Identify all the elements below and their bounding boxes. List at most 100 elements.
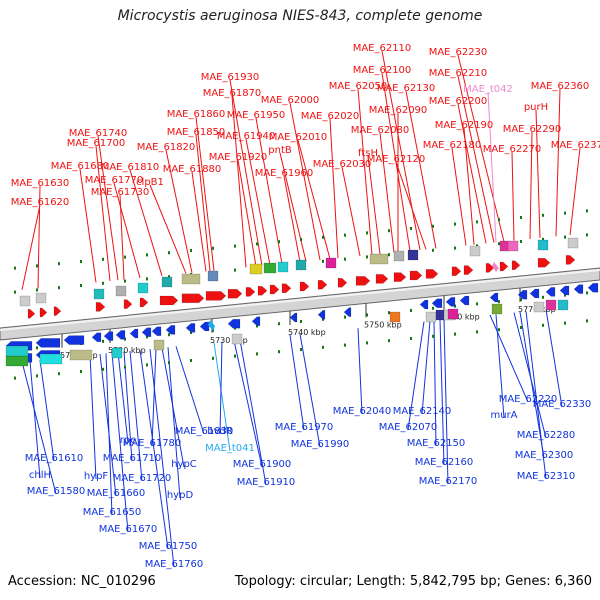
- gene-label-mae-61810[interactable]: MAE_61810: [101, 162, 160, 173]
- forward-gene-arrow: [39, 307, 48, 318]
- gene-label-mae-61910[interactable]: MAE_61910: [237, 477, 296, 488]
- forward-gene-arrow: [425, 269, 439, 279]
- guide-dot: [476, 330, 478, 334]
- guide-dot: [80, 370, 82, 373]
- gene-label-mae-62360[interactable]: MAE_62360: [531, 81, 590, 92]
- forward-gene-arrow: [499, 261, 509, 272]
- gene-label-mae-61750[interactable]: MAE_61750: [139, 541, 198, 552]
- gene-label-mae-62150[interactable]: MAE_62150: [407, 438, 466, 449]
- gene-label-purh[interactable]: purH: [524, 102, 548, 113]
- gene-label-mae-61580[interactable]: MAE_61580: [27, 486, 86, 497]
- gene-label-mae-61830[interactable]: MAE_61830: [175, 426, 234, 437]
- gene-label-mae-61630[interactable]: MAE_61630: [11, 178, 70, 189]
- gene-label-mae-62310[interactable]: MAE_62310: [517, 471, 576, 482]
- guide-dot: [190, 359, 192, 362]
- gene-label-mae-61930[interactable]: MAE_61930: [201, 72, 260, 83]
- gene-label-mae-62220[interactable]: MAE_62220: [499, 394, 558, 405]
- gene-label-mae-62330[interactable]: MAE_62330: [533, 399, 592, 410]
- gene-label-mae-61820[interactable]: MAE_61820: [137, 142, 196, 153]
- gene-label-mae-61990[interactable]: MAE_61990: [291, 439, 350, 450]
- gene-label-mae-61850[interactable]: MAE_61850: [167, 127, 226, 138]
- gene-label-mae-61870[interactable]: MAE_61870: [203, 88, 262, 99]
- gene-label-mae-61610[interactable]: MAE_61610: [25, 453, 84, 464]
- gene-label-mae-62280[interactable]: MAE_62280: [517, 430, 576, 441]
- gene-label-mura[interactable]: murA: [490, 410, 517, 421]
- gene-label-ftsh[interactable]: ftsH: [358, 148, 378, 159]
- gene-label-mae-61900[interactable]: MAE_61900: [233, 459, 292, 470]
- gene-label-mae-61950[interactable]: MAE_61950: [227, 110, 286, 121]
- gene-label-hypd[interactable]: hypD: [167, 490, 194, 501]
- gene-label-mae-61770[interactable]: MAE_61770: [85, 175, 144, 186]
- leader-line: [175, 346, 205, 435]
- gene-label-hypf[interactable]: hypF: [84, 471, 109, 482]
- gene-label-mae-62010[interactable]: MAE_62010: [269, 132, 328, 143]
- gene-label-mae-61760[interactable]: MAE_61760: [145, 559, 204, 570]
- guide-dot: [564, 211, 566, 215]
- gene-label-mae-62170[interactable]: MAE_62170: [419, 476, 478, 487]
- gene-label-mae-61700[interactable]: MAE_61700: [67, 138, 126, 149]
- gene-label-mae-62040[interactable]: MAE_62040: [333, 406, 392, 417]
- gene-label-mae-62370[interactable]: MAE_62370: [551, 140, 600, 151]
- gene-label-mae-62140[interactable]: MAE_62140: [393, 406, 452, 417]
- forward-gene-arrow: [451, 266, 462, 277]
- gene-label-mae-t041[interactable]: MAE_t041: [205, 443, 255, 454]
- function-box: [277, 261, 289, 273]
- leader-line: [529, 131, 533, 240]
- gene-label-mae-62120[interactable]: MAE_62120: [367, 154, 426, 165]
- gene-label-mae-61710[interactable]: MAE_61710: [103, 453, 162, 464]
- scale-tick-label: 5750 kbp: [364, 320, 402, 329]
- gene-label-mae-62290[interactable]: MAE_62290: [503, 124, 562, 135]
- gene-label-mae-62000[interactable]: MAE_62000: [261, 95, 320, 106]
- gene-label-mae-62270[interactable]: MAE_62270: [483, 144, 542, 155]
- gene-label-mae-62230[interactable]: MAE_62230: [429, 47, 488, 58]
- gene-label-pntb[interactable]: pntB: [268, 145, 292, 156]
- gene-label-mae-61720[interactable]: MAE_61720: [113, 473, 172, 484]
- gene-label-mae-61860[interactable]: MAE_61860: [167, 109, 226, 120]
- gene-label-mae-62070[interactable]: MAE_62070: [379, 422, 438, 433]
- gene-label-mae-62100[interactable]: MAE_62100: [353, 65, 412, 76]
- gene-label-mae-61960[interactable]: MAE_61960: [255, 168, 314, 179]
- guide-dot: [80, 284, 82, 287]
- gene-label-chlh[interactable]: chlH: [29, 470, 51, 481]
- gene-label-mae-62190[interactable]: MAE_62190: [435, 120, 494, 131]
- gene-label-mae-61730[interactable]: MAE_61730: [91, 187, 150, 198]
- gene-label-mae-62110[interactable]: MAE_62110: [353, 43, 412, 54]
- guide-dot: [14, 266, 16, 270]
- gene-label-bvdr[interactable]: bvdR: [207, 426, 233, 437]
- gene-label-mae-62300[interactable]: MAE_62300: [515, 450, 574, 461]
- gene-label-mae-61680[interactable]: MAE_61680: [51, 161, 110, 172]
- gene-label-mae-61920[interactable]: MAE_61920: [209, 152, 268, 163]
- gene-label-mae-62020[interactable]: MAE_62020: [301, 111, 360, 122]
- gene-label-mae-61650[interactable]: MAE_61650: [83, 507, 142, 518]
- gene-label-mae-61620[interactable]: MAE_61620: [11, 197, 70, 208]
- gene-label-mae-62130[interactable]: MAE_62130: [377, 83, 436, 94]
- gene-label-mae-62050[interactable]: MAE_62050: [329, 81, 388, 92]
- gene-label-mae-62090[interactable]: MAE_62090: [369, 105, 428, 116]
- gene-label-mae-61940[interactable]: MAE_61940: [217, 131, 276, 142]
- gene-label-mae-62200[interactable]: MAE_62200: [429, 96, 488, 107]
- forward-gene-arrow: [159, 295, 179, 306]
- gene-label-mae-61970[interactable]: MAE_61970: [275, 422, 334, 433]
- guide-dot: [168, 251, 170, 255]
- function-box: [19, 295, 31, 307]
- gene-label-mae-t042[interactable]: MAE_t042: [463, 84, 513, 95]
- gene-label-mae-61660[interactable]: MAE_61660: [87, 488, 146, 499]
- gene-label-mae-61780[interactable]: MAE_61780: [123, 438, 182, 449]
- gene-label-clpb1[interactable]: clpB1: [136, 177, 164, 188]
- leader-line: [239, 339, 267, 486]
- gene-label-mae-62180[interactable]: MAE_62180: [423, 140, 482, 151]
- forward-gene-arrow: [257, 285, 268, 296]
- function-box: [325, 257, 337, 269]
- leader-line: [379, 132, 395, 253]
- gene-label-mae-62080[interactable]: MAE_62080: [351, 125, 410, 136]
- gene-label-mae-61670[interactable]: MAE_61670: [99, 524, 158, 535]
- gene-label-hypc[interactable]: hypC: [171, 459, 197, 470]
- gene-label-mae-61740[interactable]: MAE_61740: [69, 128, 128, 139]
- gene-label-mae-62030[interactable]: MAE_62030: [313, 159, 372, 170]
- gene-label-rpe[interactable]: rpe: [120, 435, 137, 446]
- forward-gene-arrow: [511, 260, 521, 271]
- gene-label-mae-61880[interactable]: MAE_61880: [163, 164, 222, 175]
- gene-label-mae-62210[interactable]: MAE_62210: [429, 68, 488, 79]
- gene-label-mae-62160[interactable]: MAE_62160: [415, 457, 474, 468]
